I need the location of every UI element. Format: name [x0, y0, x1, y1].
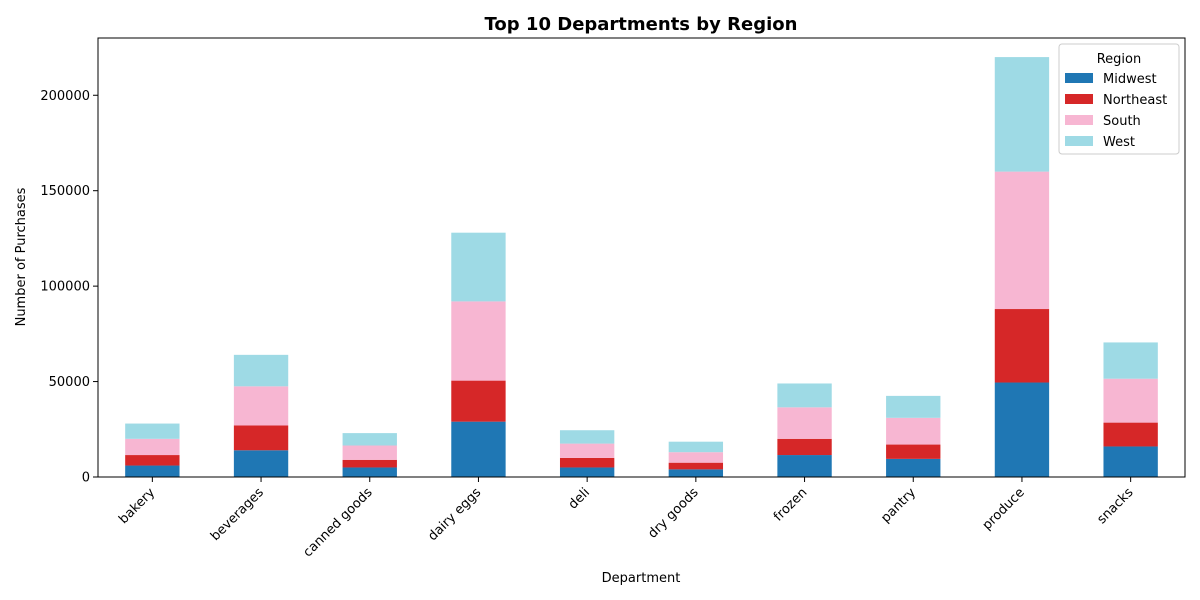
bar-bakery-south [125, 438, 180, 456]
bar-snacks-northeast [1103, 422, 1158, 447]
legend-title: Region [1097, 52, 1142, 67]
y-tick-label: 200000 [40, 89, 90, 104]
bar-deli-west [559, 430, 615, 444]
legend: Region Midwest Northeast South West [1058, 43, 1180, 155]
bar-dry-goods-west [668, 441, 724, 453]
bar-dairy-eggs-west [451, 232, 506, 302]
chart-title: Top 10 Departments by Region [485, 14, 798, 35]
x-axis-label: Department [602, 571, 681, 586]
bar-frozen-west [777, 383, 832, 408]
x-axis: bakery beverages canned goods dairy eggs del… [116, 477, 1137, 560]
bar-produce-south [994, 171, 1050, 310]
bar-snacks-south [1103, 378, 1158, 423]
plot-frame [97, 37, 1186, 478]
x-tick-label: pantry [878, 485, 919, 526]
bar-dry-goods-south [668, 452, 724, 463]
y-tick-label: 100000 [40, 280, 90, 295]
y-tick-label: 150000 [40, 184, 90, 199]
bar-beverages-west [233, 354, 289, 387]
legend-swatch-south [1065, 115, 1093, 125]
bar-produce-west [994, 57, 1050, 172]
bar-dairy-eggs-south [451, 301, 506, 381]
x-tick-label: bakery [116, 485, 158, 527]
y-axis-label: Number of Purchases [14, 187, 29, 326]
legend-label-west: West [1103, 135, 1135, 150]
x-tick-label: snacks [1094, 485, 1136, 527]
legend-swatch-midwest [1065, 73, 1093, 83]
bar-frozen-midwest [777, 455, 832, 477]
bar-dairy-eggs-midwest [451, 421, 506, 477]
y-tick-label: 50000 [49, 375, 90, 390]
bar-canned-goods-midwest [342, 467, 397, 477]
legend-frame [1058, 43, 1180, 155]
legend-items: Midwest Northeast South West [1065, 72, 1167, 150]
bar-snacks-west [1103, 342, 1158, 379]
x-tick-label: beverages [208, 485, 267, 544]
bar-pantry-south [886, 417, 941, 445]
bar-canned-goods-west [342, 433, 397, 446]
legend-label-south: South [1103, 114, 1141, 129]
bar-beverages-midwest [233, 450, 289, 477]
bar-bakery-west [125, 423, 180, 439]
bars-group [125, 57, 1158, 477]
bar-pantry-northeast [886, 444, 941, 459]
x-tick-label: dairy eggs [425, 485, 484, 544]
bar-bakery-northeast [125, 455, 180, 466]
bar-produce-northeast [994, 309, 1050, 383]
bar-pantry-west [886, 395, 941, 418]
y-tick-label: 0 [82, 471, 90, 486]
bar-canned-goods-south [342, 445, 397, 460]
bar-canned-goods-northeast [342, 459, 397, 468]
bar-frozen-northeast [777, 438, 832, 456]
bar-beverages-northeast [233, 425, 289, 451]
x-tick-label: dry goods [645, 485, 701, 541]
y-axis: 0 50000 100000 150000 200000 [40, 89, 98, 486]
bar-bakery-midwest [125, 465, 180, 477]
bar-deli-northeast [559, 457, 615, 468]
bar-dry-goods-northeast [668, 462, 724, 470]
bar-frozen-south [777, 407, 832, 439]
bar-dry-goods-midwest [668, 469, 724, 477]
bar-deli-midwest [559, 467, 615, 477]
bar-snacks-midwest [1103, 446, 1158, 477]
x-tick-label: deli [566, 485, 593, 512]
bar-pantry-midwest [886, 458, 941, 477]
bar-produce-midwest [994, 382, 1050, 477]
legend-swatch-west [1065, 136, 1093, 146]
x-tick-label: frozen [771, 485, 810, 524]
bar-dairy-eggs-northeast [451, 380, 506, 422]
bar-beverages-south [233, 386, 289, 426]
legend-label-northeast: Northeast [1103, 93, 1167, 108]
x-tick-label: produce [980, 485, 1028, 533]
legend-label-midwest: Midwest [1103, 72, 1157, 87]
legend-swatch-northeast [1065, 94, 1093, 104]
bar-deli-south [559, 443, 615, 458]
x-tick-label: canned goods [301, 485, 376, 560]
